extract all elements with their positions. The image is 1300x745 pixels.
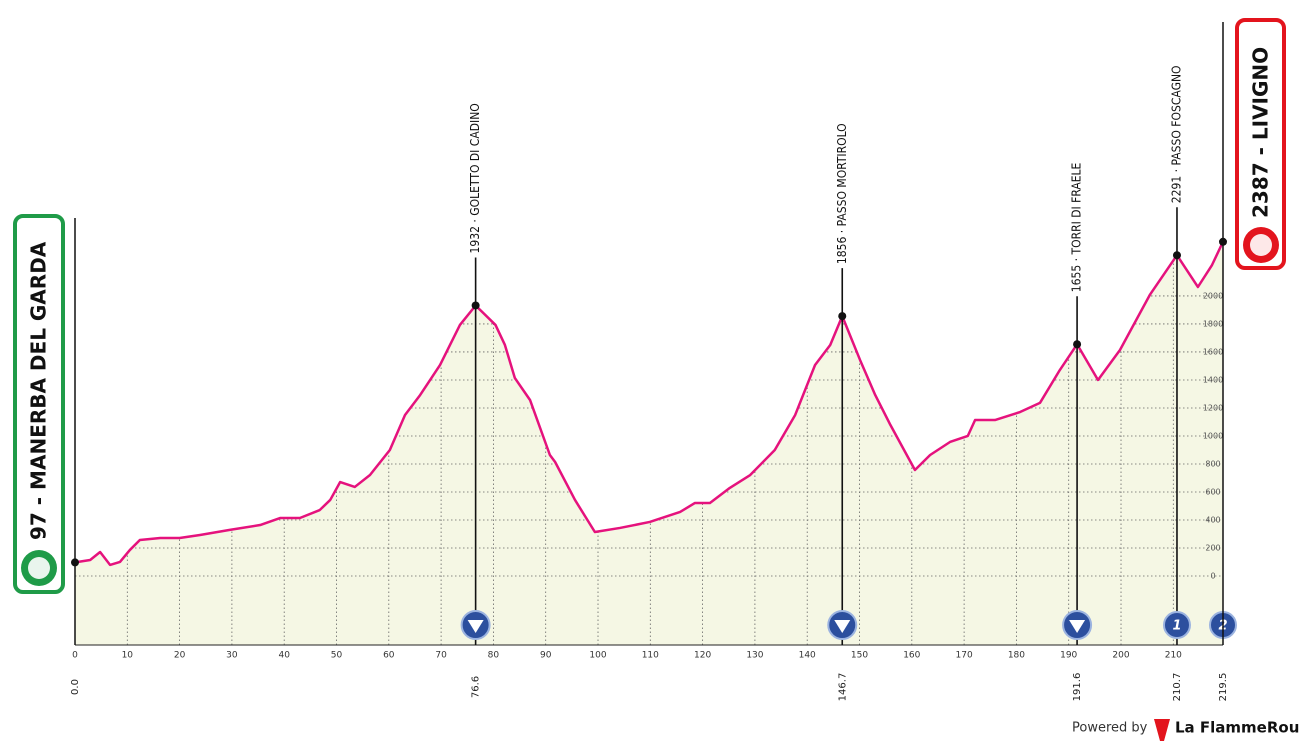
y-tick-label: 1400 <box>1203 375 1223 384</box>
start-label: 97 - MANERBA DEL GARDA <box>27 241 51 540</box>
x-tick-label: 110 <box>642 651 659 661</box>
km-label: 219.5 <box>1218 673 1229 702</box>
x-tick-label: 200 <box>1112 651 1129 661</box>
x-tick-label: 10 <box>122 651 134 661</box>
brand: La FlammeRouge <box>1175 719 1300 737</box>
y-tick-label: 1200 <box>1203 403 1223 412</box>
y-tick-label: 1000 <box>1203 431 1223 440</box>
km-label: 146.7 <box>837 673 848 702</box>
x-tick-label: 20 <box>174 651 186 661</box>
x-tick-label: 180 <box>1008 651 1025 661</box>
x-tick-label: 30 <box>226 651 238 661</box>
x-tick-label: 80 <box>488 651 500 661</box>
summit-label: 1655 · TORRI DI FRAELE <box>1070 162 1084 292</box>
finish-box <box>1235 18 1286 270</box>
start-icon-inner <box>28 557 50 579</box>
x-tick-label: 170 <box>956 651 973 661</box>
finish-label: 2387 - LIVIGNO <box>1249 47 1273 218</box>
x-tick-label: 70 <box>435 651 447 661</box>
y-tick-label: 400 <box>1205 515 1220 524</box>
x-tick-label: 0 <box>72 651 78 661</box>
km-label: 191.6 <box>1072 673 1083 702</box>
summit-label: 1856 · PASSO MORTIROLO <box>835 123 849 264</box>
x-tick-label: 120 <box>694 651 711 661</box>
sprint-label: 1 <box>1172 619 1181 634</box>
x-tick-label: 190 <box>1060 651 1077 661</box>
y-tick-label: 0 <box>1210 571 1215 580</box>
km-label: 0.0 <box>70 679 81 695</box>
finish-dot <box>1219 237 1227 246</box>
y-tick-label: 2000 <box>1203 291 1223 300</box>
x-tick-label: 160 <box>903 651 920 661</box>
x-tick-label: 50 <box>331 651 343 661</box>
x-tick-label: 150 <box>851 651 868 661</box>
summit-label: 2291 · PASSO FOSCAGNO <box>1169 65 1183 203</box>
profile-line <box>74 241 1225 567</box>
footer: Powered by La FlammeRouge <box>1072 719 1300 741</box>
sprint-icon <box>1162 611 1191 639</box>
climb-icon-arrow <box>834 620 851 633</box>
y-tick-label: 800 <box>1205 459 1220 468</box>
brand-logo <box>1154 719 1170 741</box>
km-label: 210.7 <box>1172 673 1183 702</box>
x-tick-label: 210 <box>1165 651 1182 661</box>
y-tick-label: 600 <box>1205 487 1220 496</box>
x-tick-label: 60 <box>383 651 395 661</box>
summit-label: 1932 · GOLETTO DI CADINO <box>468 103 482 253</box>
y-tick-label: 1600 <box>1203 347 1223 356</box>
summit-dot <box>1073 340 1082 349</box>
y-tick-label: 1800 <box>1203 319 1223 328</box>
profile-area <box>75 241 1223 645</box>
km-label: 76.6 <box>471 676 482 698</box>
y-tick-label: 200 <box>1205 543 1220 552</box>
x-tick-label: 40 <box>278 651 290 661</box>
x-tick-label: 90 <box>540 651 552 661</box>
summit-dot <box>471 301 480 310</box>
x-tick-label: 130 <box>746 651 763 661</box>
summit-dot <box>1172 251 1181 260</box>
start-dot <box>71 558 79 567</box>
powered-by: Powered by <box>1072 721 1148 736</box>
x-tick-label: 100 <box>589 651 606 661</box>
climb-icon-arrow <box>1069 620 1086 633</box>
x-tick-label: 140 <box>799 651 816 661</box>
finish-icon-inner <box>1250 234 1272 256</box>
climb-icon-arrow <box>467 620 484 633</box>
summit-dot <box>838 312 847 321</box>
start-box <box>13 214 65 594</box>
